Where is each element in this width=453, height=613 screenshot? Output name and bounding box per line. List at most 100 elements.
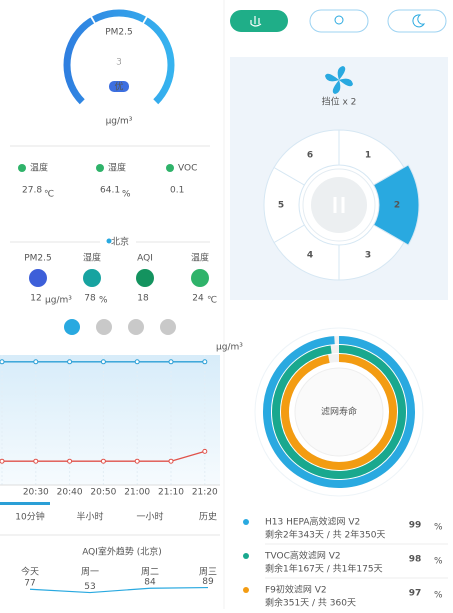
speed-label: 3 [365, 251, 371, 261]
value-label: 84 [144, 578, 156, 588]
label: 湿度 [83, 252, 101, 264]
label: μg/m³ [216, 343, 243, 353]
label: TVOC高效滤网 V2 [264, 550, 341, 562]
filter-icon[interactable] [128, 319, 144, 335]
label: 20:30 [23, 488, 49, 498]
label: 滤网寿命 [321, 406, 357, 418]
label: % [122, 190, 131, 200]
speed-segment[interactable] [273, 129, 340, 186]
speed-label: 5 [278, 201, 284, 211]
speed-label: 2 [394, 201, 400, 211]
speed-label: 1 [365, 150, 371, 160]
point [134, 359, 140, 365]
outdoor-value: 12 [30, 294, 41, 304]
label: % [434, 523, 443, 533]
indoor-icon [166, 164, 174, 172]
label: ℃ [44, 190, 54, 200]
gauge-gap [89, 15, 96, 25]
label: 周一 [81, 567, 99, 578]
label: 21:10 [158, 488, 184, 498]
label: 21:20 [192, 488, 218, 498]
point [202, 448, 208, 454]
speed-label: 6 [307, 150, 313, 160]
indoor-icon [18, 164, 26, 172]
label: % [99, 296, 108, 306]
icon [412, 14, 426, 28]
label: 挡位 x 2 [322, 96, 357, 108]
tab-indicator [0, 502, 50, 505]
label: 周三 [199, 567, 217, 578]
ring-arc [263, 336, 415, 488]
filter-icon[interactable] [96, 319, 112, 335]
value-label: 53 [84, 582, 95, 592]
label: 20:50 [90, 488, 116, 498]
speed-segment[interactable] [372, 164, 420, 246]
point [202, 359, 208, 365]
mode-auto[interactable] [309, 9, 369, 33]
point [0, 458, 5, 464]
ring-center [294, 367, 384, 457]
label: 优 [114, 81, 123, 93]
label: μg/m³ [106, 117, 133, 127]
label: % [434, 557, 443, 567]
label: F9初效滤网 V2 [265, 584, 327, 596]
outdoor-value: 78 [84, 294, 96, 304]
percent: 97 [409, 589, 422, 599]
label: 21:00 [124, 488, 150, 498]
point [67, 458, 73, 464]
filter-icon[interactable] [64, 319, 80, 335]
icon [334, 15, 344, 25]
label: PM2.5 [24, 254, 52, 264]
point [168, 458, 174, 464]
tab[interactable]: 一小时 [136, 511, 163, 523]
outdoor-icon [191, 269, 209, 287]
percent: 98 [409, 555, 422, 565]
outdoor-icon [136, 269, 154, 287]
chart-area [0, 355, 220, 485]
label: 20:40 [57, 488, 83, 498]
value-label: 89 [202, 577, 214, 587]
label: VOC [178, 164, 197, 174]
point [168, 359, 174, 365]
indoor-value: 0.1 [170, 186, 184, 196]
label: 剩余1年167天 / 共1年175天 [265, 563, 383, 575]
indoor-value: 64.1 [100, 186, 120, 196]
label: 剩余351天 / 共 360天 [265, 597, 356, 609]
gauge-value: 3 [116, 58, 122, 68]
label: 湿度 [108, 162, 126, 174]
gauge-arc [63, 9, 175, 105]
label: PM2.5 [105, 28, 133, 38]
label: 北京 [111, 236, 129, 248]
fan-icon [325, 66, 353, 94]
label: AQI [137, 254, 153, 264]
indoor-icon [96, 164, 104, 172]
outdoor-icon [29, 269, 47, 287]
label: AQI室外趋势 (北京) [82, 546, 162, 558]
tab[interactable]: 10分钟 [15, 511, 44, 523]
icon [250, 16, 262, 27]
filter-dot [243, 553, 249, 559]
pause-button[interactable] [311, 177, 367, 233]
tab[interactable]: 历史 [199, 511, 217, 523]
value-label: 77 [24, 579, 35, 589]
label: μg/m³ [45, 296, 72, 306]
label: 剩余2年343天 / 共 2年350天 [265, 529, 385, 541]
point [100, 359, 106, 365]
outdoor-value: 18 [137, 294, 149, 304]
point [67, 359, 73, 365]
outdoor-value: 24 [192, 294, 204, 304]
label: 今天 [21, 566, 39, 578]
label: ℃ [207, 296, 217, 306]
mode-sleep[interactable] [387, 9, 447, 33]
label: 温度 [30, 162, 48, 174]
label: H13 HEPA高效滤网 V2 [265, 516, 360, 528]
level-pill [109, 81, 129, 92]
trend-line [29, 586, 209, 594]
label: 温度 [191, 252, 209, 264]
ring-outer [254, 327, 424, 497]
filter-icon[interactable] [160, 319, 176, 335]
tab[interactable]: 半小时 [76, 511, 103, 523]
gauge-gap [142, 15, 149, 25]
ring-arc [281, 354, 397, 470]
